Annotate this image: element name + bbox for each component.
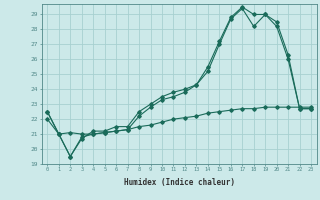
X-axis label: Humidex (Indice chaleur): Humidex (Indice chaleur) [124, 178, 235, 187]
